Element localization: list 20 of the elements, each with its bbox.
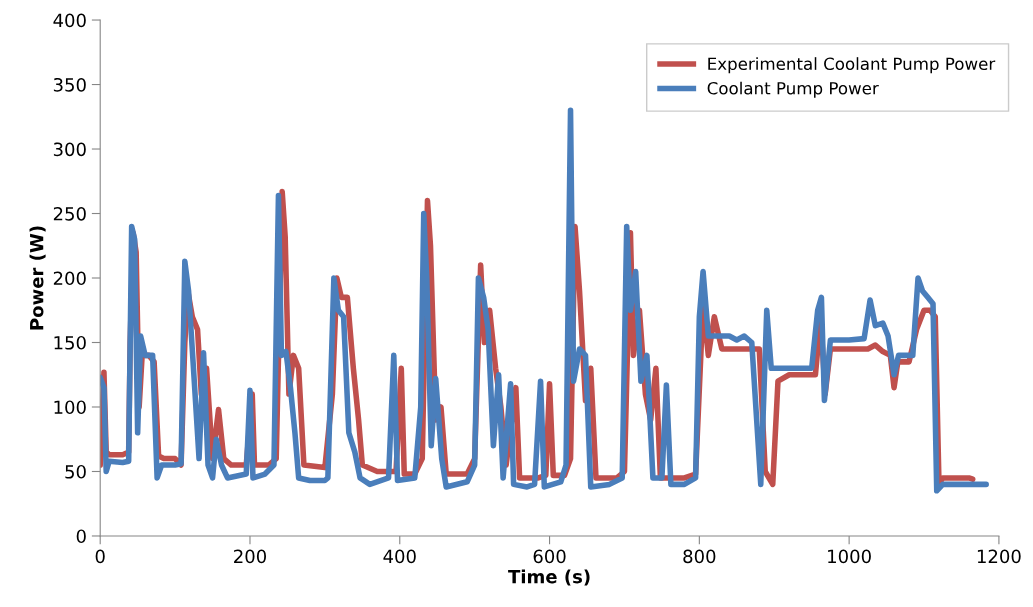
y-tick-label: 250 — [53, 206, 86, 221]
y-tick-label: 350 — [53, 77, 86, 92]
x-tick-label: 200 — [234, 549, 267, 564]
y-tick-label: 50 — [65, 464, 86, 479]
x-tick-label: 1200 — [977, 549, 1021, 564]
y-axis-title: Power (W) — [29, 226, 46, 330]
legend-label: Coolant Pump Power — [707, 81, 879, 98]
x-tick-label: 0 — [95, 549, 105, 564]
y-tick-label: 200 — [53, 271, 86, 286]
legend-label: Experimental Coolant Pump Power — [708, 57, 996, 74]
x-tick-label: 600 — [533, 549, 566, 564]
y-tick-label: 400 — [53, 13, 86, 28]
y-tick-label: 100 — [54, 400, 86, 415]
y-tick-label: 0 — [76, 529, 86, 544]
x-tick-label: 800 — [683, 549, 716, 564]
x-tick-label: 400 — [383, 549, 416, 564]
x-tick-label: 1000 — [828, 549, 871, 564]
y-tick-label: 300 — [53, 142, 86, 157]
y-tick-label: 150 — [54, 335, 86, 350]
x-axis-title: Time (s) — [508, 569, 590, 586]
